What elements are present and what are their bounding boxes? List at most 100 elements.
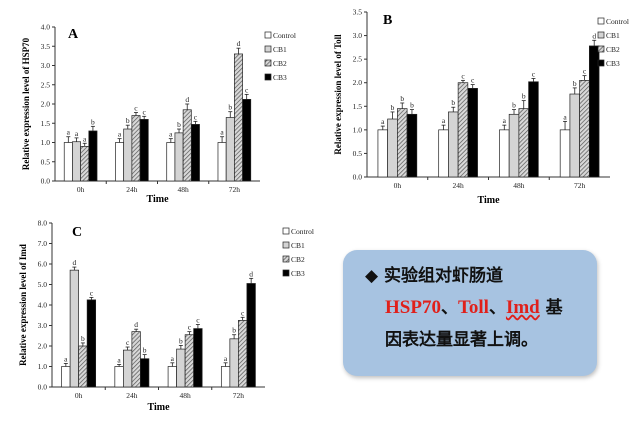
bar-control-48h — [167, 366, 177, 388]
bar-cb1-24h — [448, 111, 459, 178]
bar-cb2-24h — [457, 82, 469, 178]
bar-control-72h — [217, 142, 227, 182]
bar-cb3-24h — [467, 88, 478, 178]
y-tick-label: 1.0 — [41, 138, 51, 147]
panel-label: C — [72, 225, 82, 240]
significance-letter: a — [67, 128, 71, 137]
significance-letter: a — [64, 354, 68, 363]
chart-a-hsp70: 0.0 0.5 1.0 1.5 2.0 2.5 3.0 3.5 4.0 A Relative exp… — [21, 23, 296, 206]
x-tick-label: 0h — [394, 181, 402, 190]
separator: 、 — [440, 298, 458, 318]
bar-cb3-24h — [139, 119, 149, 182]
y-tick-label: 3.5 — [41, 42, 51, 51]
bar-control-48h — [166, 142, 176, 182]
significance-letter: b — [179, 336, 183, 345]
bar-cb2-24h — [131, 331, 141, 388]
y-tick-label: 1.0 — [38, 362, 48, 371]
x-tick-label: 24h — [126, 185, 138, 194]
legend-swatch-cb1 — [282, 241, 290, 249]
x-axis-title: Time — [146, 194, 169, 205]
y-tick-label: 0.5 — [353, 149, 363, 158]
x-tick-label: 72h — [229, 185, 241, 194]
legend-label-cb3: CB3 — [606, 59, 620, 68]
x-tick-label: 72h — [233, 391, 245, 400]
significance-letter: c — [134, 103, 138, 112]
panel-label: B — [383, 13, 392, 28]
significance-letter: b — [228, 103, 232, 112]
legend-swatch-control — [282, 227, 290, 235]
bar-cb1-48h — [508, 113, 520, 178]
y-tick-label: 0.0 — [353, 173, 363, 182]
bar-cb1-24h — [123, 128, 133, 182]
legend-swatch-cb1 — [597, 31, 605, 39]
bar-cb3-48h — [528, 81, 539, 178]
bar-cb3-0h — [406, 113, 418, 178]
x-axis-title: Time — [147, 402, 170, 413]
chart-c-imd: 0.0 1.0 2.0 3.0 4.0 5.0 6.0 7.0 8.0 C Relative exp… — [18, 219, 314, 414]
significance-letter: c — [196, 315, 200, 324]
x-tick-label: 0h — [77, 185, 85, 194]
legend-swatch-cb2 — [597, 45, 605, 53]
y-tick-label: 0.5 — [41, 157, 51, 166]
legend-label-control: Control — [273, 31, 296, 40]
y-tick-label: 2.0 — [41, 100, 51, 109]
bar-control-24h — [115, 142, 125, 182]
significance-letter: b — [400, 94, 404, 103]
bar-cb2-72h — [579, 80, 590, 178]
significance-letter: a — [83, 134, 87, 143]
bar-cb2-24h — [131, 115, 141, 182]
bar-cb1-48h — [176, 348, 186, 388]
bar-control-0h — [377, 129, 389, 178]
y-tick-label: 5.0 — [38, 280, 48, 289]
significance-letter: d — [185, 95, 189, 104]
significance-letter: c — [461, 71, 465, 80]
significance-letter: a — [381, 117, 385, 126]
legend-label-cb3: CB3 — [291, 269, 305, 278]
significance-letter: c — [188, 323, 192, 332]
significance-letter: a — [503, 116, 507, 125]
significance-letter: a — [224, 354, 228, 363]
callout-line2-end: 基 — [545, 298, 563, 318]
significance-letter: c — [90, 288, 94, 297]
bar-cb1-72h — [225, 117, 235, 182]
significance-letter: b — [126, 116, 130, 125]
x-tick-label: 72h — [574, 181, 586, 190]
legend-label-control: Control — [606, 17, 629, 26]
legend-label-cb1: CB1 — [606, 31, 620, 40]
legend-swatch-control — [264, 31, 272, 39]
x-tick-label: 48h — [180, 391, 192, 400]
y-axis-title: Relative expression level of Toll — [333, 34, 343, 155]
significance-letter: d — [134, 320, 138, 329]
bar-cb2-48h — [184, 334, 194, 388]
significance-letter: a — [220, 128, 224, 137]
separator: 、 — [488, 298, 506, 318]
significance-letter: b — [512, 101, 516, 110]
y-tick-label: 0.0 — [41, 177, 51, 186]
significance-letter: b — [391, 103, 395, 112]
bar-cb1-24h — [123, 349, 133, 388]
significance-letter: a — [442, 116, 446, 125]
bar-cb2-72h — [238, 320, 248, 388]
bar-cb3-0h — [86, 299, 97, 388]
legend-label-cb3: CB3 — [273, 73, 287, 82]
gene-toll: Toll — [457, 297, 489, 318]
significance-letter: d — [592, 31, 596, 40]
y-axis-title: Relative expression level of Imd — [18, 244, 28, 366]
callout-line3: 因表达量显著上调。 — [385, 330, 538, 350]
y-tick-label: 1.5 — [41, 119, 51, 128]
y-tick-label: 3.0 — [353, 31, 363, 40]
bar-control-48h — [499, 129, 510, 178]
y-tick-label: 3.5 — [353, 8, 363, 17]
significance-letter: d — [72, 258, 76, 267]
x-tick-label: 24h — [453, 181, 465, 190]
legend-label-cb2: CB2 — [291, 255, 305, 264]
panel-label: A — [68, 27, 79, 42]
bar-cb3-0h — [88, 130, 98, 182]
y-tick-label: 2.0 — [353, 78, 363, 87]
bullet-diamond-icon: ◆ — [365, 266, 379, 286]
y-axis-title: Relative expression level of HSP70 — [21, 37, 31, 170]
callout-line1: 实验组对虾肠道 — [384, 266, 503, 286]
significance-letter: b — [573, 79, 577, 88]
bar-cb1-72h — [569, 93, 580, 178]
legend-label-cb2: CB2 — [606, 45, 620, 54]
